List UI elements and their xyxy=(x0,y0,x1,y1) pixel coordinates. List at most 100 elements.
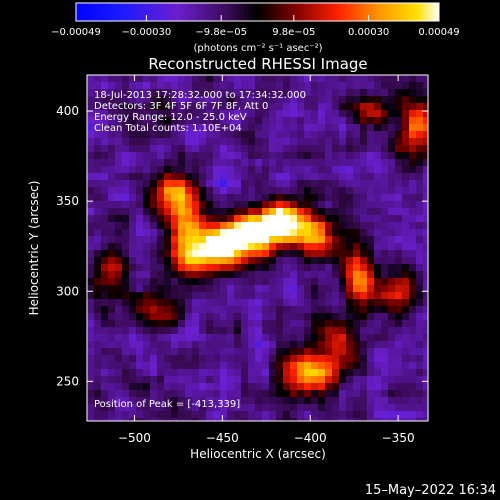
heatmap-cell xyxy=(416,306,424,314)
heatmap-cell xyxy=(360,215,368,223)
heatmap-cell xyxy=(115,313,123,321)
heatmap-cell xyxy=(381,138,389,146)
heatmap-cell xyxy=(136,418,144,421)
heatmap-cell xyxy=(241,215,249,223)
heatmap-cell xyxy=(388,236,396,244)
heatmap-cell xyxy=(241,320,249,328)
heatmap-cell xyxy=(346,159,354,167)
heatmap-cell xyxy=(388,369,396,377)
heatmap-cell xyxy=(346,89,354,97)
heatmap-cell xyxy=(241,383,249,391)
heatmap-cell xyxy=(129,418,137,421)
heatmap-cell xyxy=(395,194,403,202)
heatmap-cell xyxy=(402,306,410,314)
heatmap-cell xyxy=(304,166,312,174)
heatmap-cell xyxy=(241,243,249,251)
heatmap-cell xyxy=(395,390,403,398)
heatmap-cell xyxy=(87,138,95,146)
heatmap-cell xyxy=(150,152,158,160)
heatmap-cell xyxy=(255,313,263,321)
heatmap-cell xyxy=(164,313,172,321)
heatmap-cell xyxy=(332,194,340,202)
heatmap-cell xyxy=(276,222,284,230)
heatmap-cell xyxy=(241,250,249,258)
heatmap-cell xyxy=(192,341,200,349)
heatmap-cell xyxy=(374,131,382,139)
heatmap-cell xyxy=(199,215,207,223)
heatmap-cell xyxy=(353,194,361,202)
heatmap-cell xyxy=(227,341,235,349)
heatmap-cell xyxy=(395,257,403,265)
heatmap-cell xyxy=(423,201,428,209)
heatmap-cell xyxy=(339,348,347,356)
heatmap-cell xyxy=(423,166,428,174)
heatmap-cell xyxy=(136,348,144,356)
heatmap-cell xyxy=(297,187,305,195)
heatmap-cell xyxy=(241,348,249,356)
heatmap-cell xyxy=(339,117,347,125)
heatmap-cell xyxy=(241,292,249,300)
heatmap-cell xyxy=(241,159,249,167)
heatmap-cell xyxy=(157,131,165,139)
heatmap-cell xyxy=(101,348,109,356)
heatmap-cell xyxy=(206,257,214,265)
heatmap-cell xyxy=(122,341,130,349)
heatmap-cell xyxy=(339,131,347,139)
heatmap-cell xyxy=(269,75,277,83)
heatmap-cell xyxy=(353,124,361,132)
heatmap-cell xyxy=(178,89,186,97)
heatmap-cell xyxy=(108,397,116,405)
heatmap-cell xyxy=(409,82,417,90)
heatmap-cell xyxy=(101,222,109,230)
heatmap-cell xyxy=(220,397,228,405)
heatmap-cell xyxy=(227,229,235,237)
heatmap-cell xyxy=(374,145,382,153)
heatmap-cell xyxy=(388,313,396,321)
heatmap-cell xyxy=(101,194,109,202)
heatmap-cell xyxy=(199,208,207,216)
heatmap-cell xyxy=(185,138,193,146)
heatmap-cell xyxy=(192,397,200,405)
heatmap-cell xyxy=(220,103,228,111)
heatmap-cell xyxy=(227,187,235,195)
heatmap-cell xyxy=(304,362,312,370)
heatmap-cell xyxy=(199,222,207,230)
heatmap-cell xyxy=(164,243,172,251)
heatmap-cell xyxy=(346,369,354,377)
heatmap-cell xyxy=(311,334,319,342)
heatmap-cell xyxy=(206,75,214,83)
heatmap-cell xyxy=(122,82,130,90)
heatmap-cell xyxy=(402,299,410,307)
heatmap-cell xyxy=(136,103,144,111)
heatmap-cell xyxy=(269,320,277,328)
heatmap-cell xyxy=(381,222,389,230)
heatmap-cell xyxy=(248,131,256,139)
heatmap-cell xyxy=(311,418,319,421)
heatmap-cell xyxy=(290,348,298,356)
heatmap-cell xyxy=(423,411,428,419)
heatmap-cell xyxy=(122,236,130,244)
date-stamp: 15–May–2022 16:34 xyxy=(365,483,496,498)
heatmap-cell xyxy=(108,285,116,293)
heatmap-cell xyxy=(192,82,200,90)
heatmap-cell xyxy=(297,82,305,90)
heatmap-cell xyxy=(255,334,263,342)
heatmap-cell xyxy=(185,404,193,412)
heatmap-cell xyxy=(381,250,389,258)
heatmap-cell xyxy=(87,271,95,279)
heatmap-cell xyxy=(360,299,368,307)
heatmap-cell xyxy=(157,341,165,349)
heatmap-cell xyxy=(108,341,116,349)
heatmap-cell xyxy=(185,397,193,405)
heatmap-cell xyxy=(199,187,207,195)
heatmap-cell xyxy=(241,117,249,125)
heatmap-cell xyxy=(360,243,368,251)
heatmap-cell xyxy=(395,159,403,167)
heatmap-cell xyxy=(416,229,424,237)
heatmap-cell xyxy=(143,411,151,419)
heatmap-cell xyxy=(101,404,109,412)
heatmap-cell xyxy=(157,145,165,153)
x-tick-label: −450 xyxy=(206,431,239,445)
heatmap-cell xyxy=(290,341,298,349)
heatmap-cell xyxy=(164,173,172,181)
